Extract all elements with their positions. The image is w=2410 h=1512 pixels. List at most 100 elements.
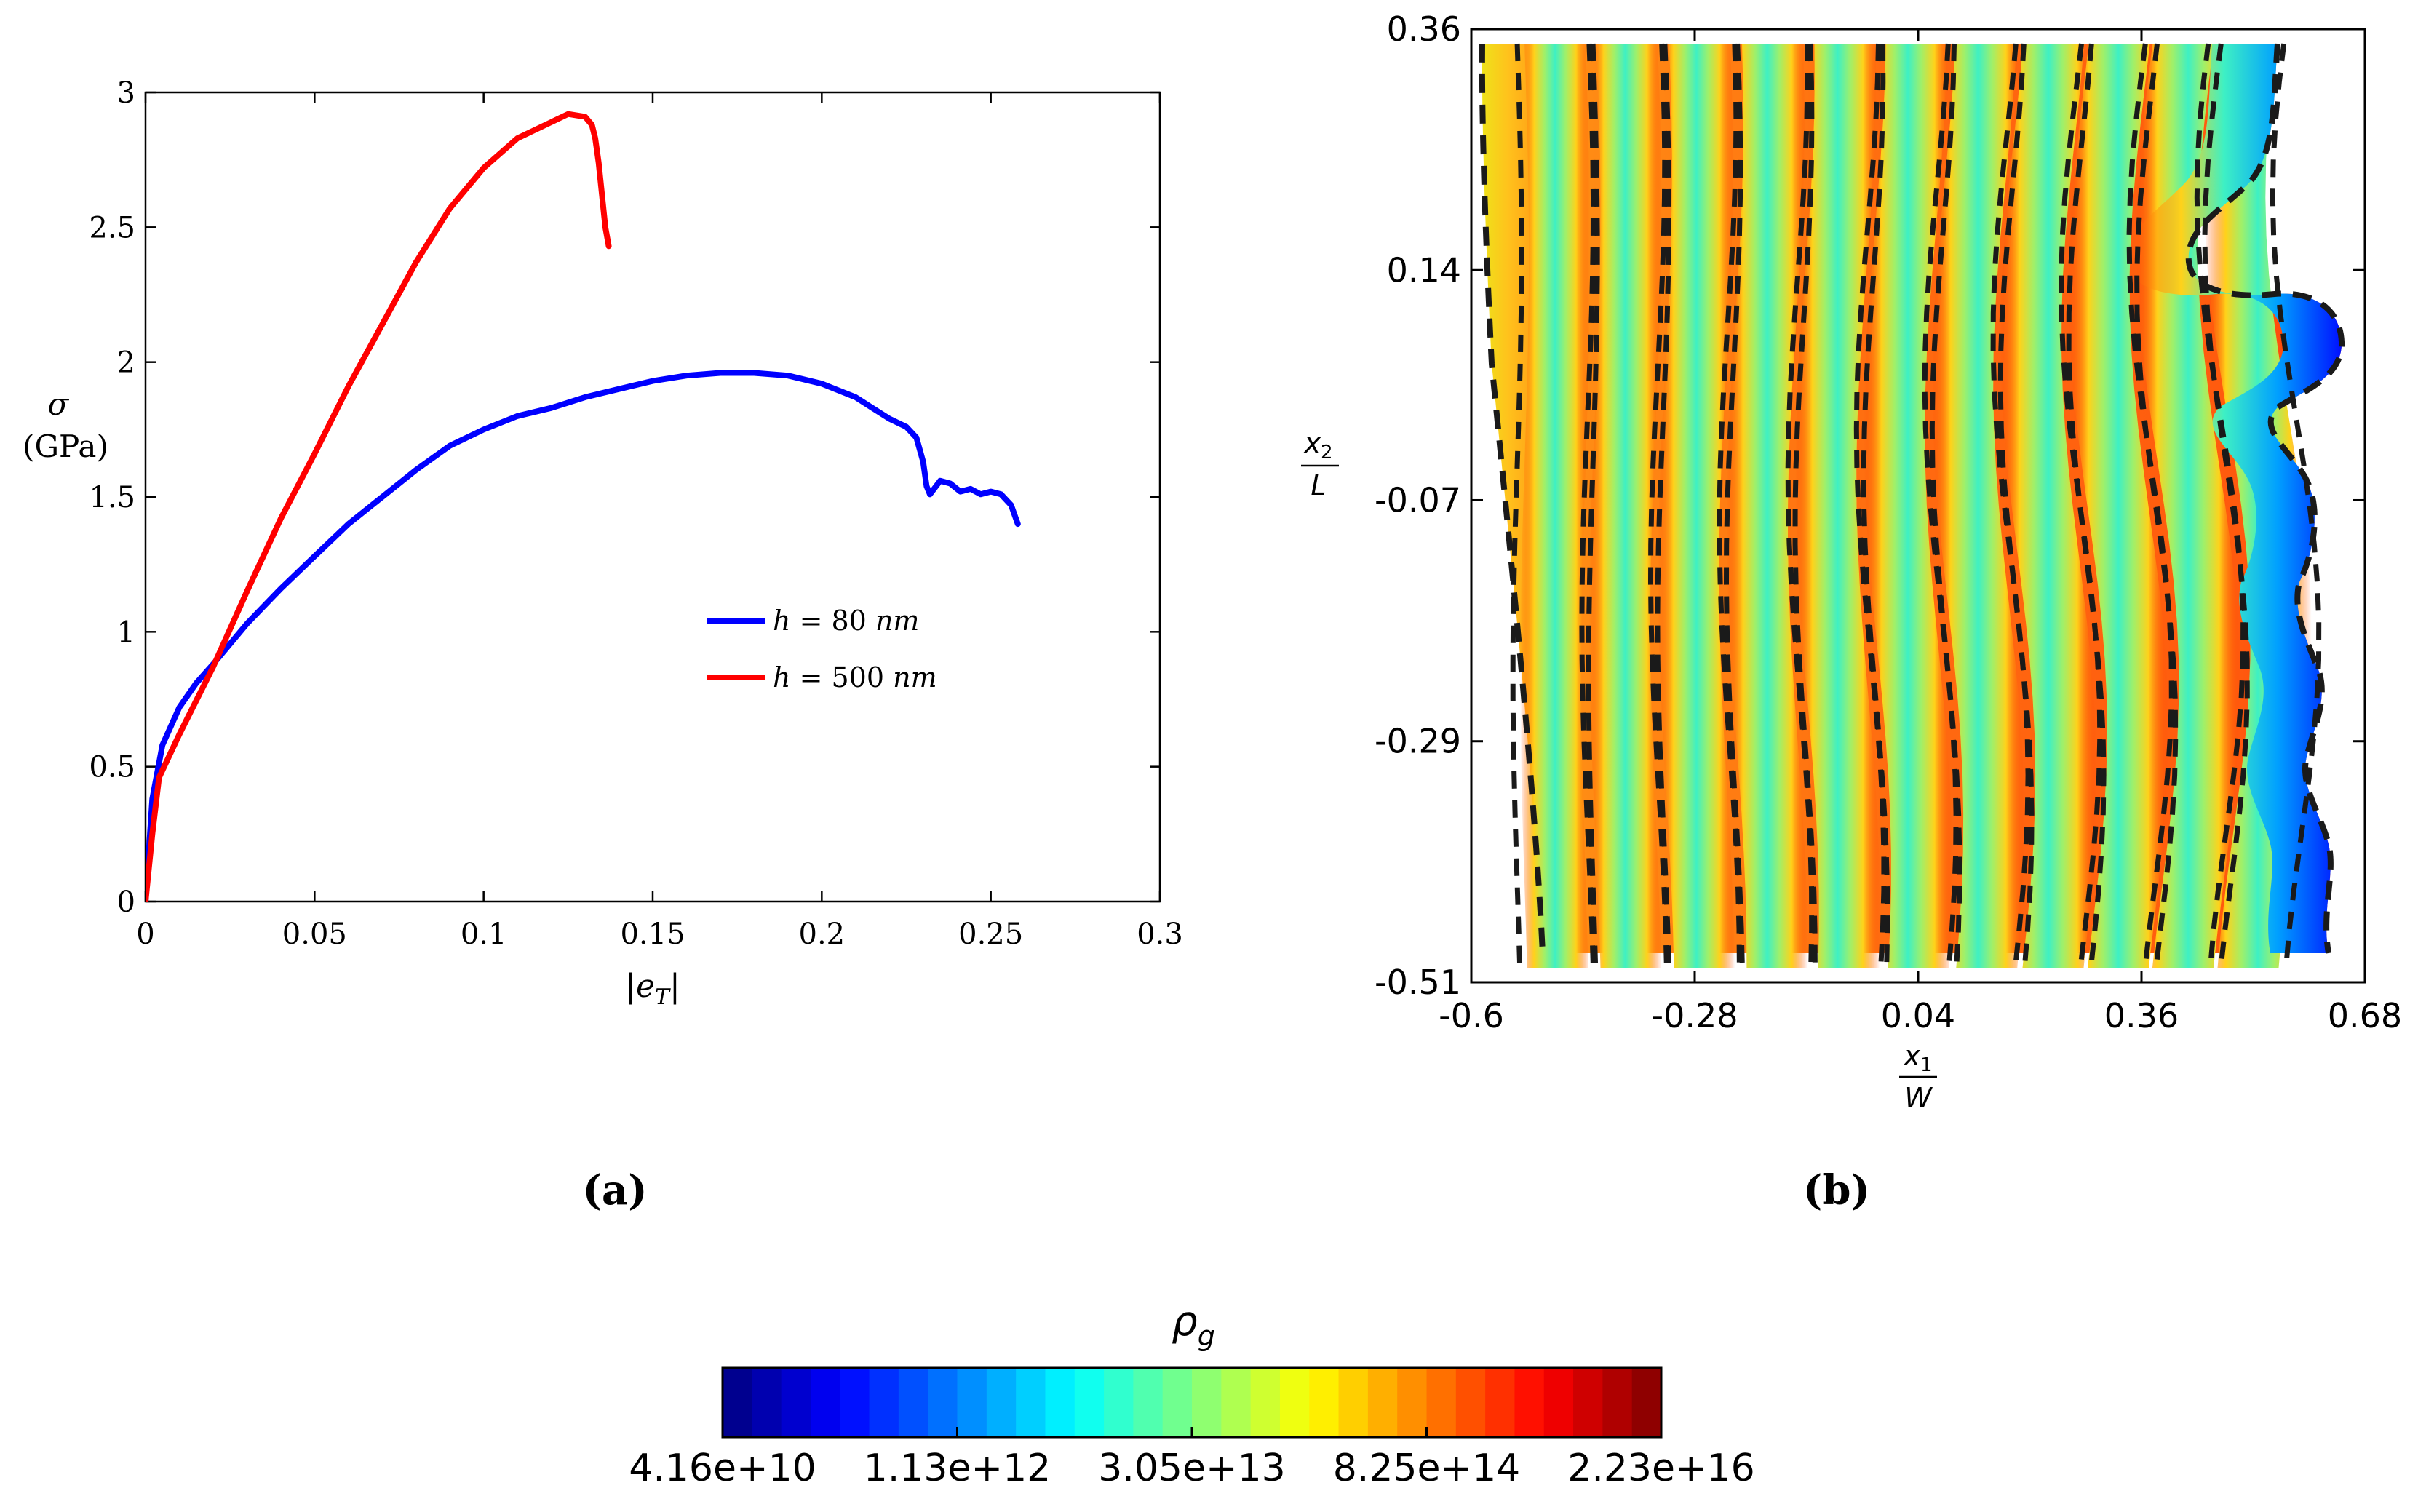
contour-line [1785,43,1815,968]
colorbar-cell [957,1368,987,1437]
density-band [1658,44,1735,968]
colorbar-cells [723,1368,1662,1437]
tick-labels-b: -0.6 -0.28 0.04 0.36 0.68 -0.51 -0.29 -0.07 0.14… [1375,9,2402,1035]
x-axis-label-b: x1 W [1899,1040,1937,1114]
x-tick-label-a: 0.2 [799,918,846,951]
colorbar-ticks: 4.16e+10 1.13e+12 3.05e+13 8.25e+14 2.23e+16 [629,1427,1755,1490]
y-axis-label-b: x2 L [1301,427,1339,501]
colorbar-cell [1514,1368,1545,1437]
colorbar-cell [781,1368,811,1437]
colorbar-cell [986,1368,1017,1437]
y-tick-label-a: 0.5 [89,751,135,784]
contour-line [1853,43,1887,968]
colorbar-cell [1426,1368,1457,1437]
contour-line [1586,43,1600,968]
contour-line [2194,43,2246,968]
y-tick-label-a: 3 [117,76,135,110]
colorbar-cell [1279,1368,1310,1437]
colorbar-cell [752,1368,782,1437]
y-tick-label-b: -0.29 [1375,722,1461,761]
x-tick-label-b: 0.04 [1881,996,1955,1035]
density-band [1588,44,1662,968]
colorbar-cell [1338,1368,1369,1437]
panel-label-b: (b) [1803,1166,1870,1214]
contour-line [1510,43,1524,968]
x-tick-label-a: 0.25 [958,918,1023,951]
contour-line [2126,43,2174,968]
colorbar-tick-label: 1.13e+12 [864,1447,1051,1490]
colorbar-cell [1367,1368,1398,1437]
colorbar-cell [1602,1368,1633,1437]
colorbar-cell [1309,1368,1340,1437]
colorbar: ρg 4.16e+10 1.13e+12 3.05e+13 8.25e+14 2.23e… [629,1298,1755,1490]
contour-line [1579,43,1596,968]
colorbar-cell [1631,1368,1662,1437]
x-tick-label-a: 0.05 [282,918,347,951]
colorbar-cell [1045,1368,1075,1437]
x-tick-label-a: 0.3 [1137,918,1183,951]
density-band [1727,44,1808,968]
svg-text:L: L [1311,469,1326,501]
ticks-b [1470,28,2366,984]
density-band [2068,44,2168,968]
contour-line [2202,43,2250,968]
field-plot-area [1479,43,2345,968]
y-tick-label-a: 0 [117,886,135,919]
contour-line [1647,43,1669,968]
density-band [2000,44,2097,968]
y-tick-label-b: -0.51 [1375,963,1461,1002]
density-field-map: -0.6 -0.28 0.04 0.36 0.68 -0.51 -0.29 -0.07 0.14… [1301,9,2402,1214]
ticks-a [144,91,1161,903]
colorbar-cell [869,1368,899,1437]
colorbar-cell [928,1368,958,1437]
colorbar-cell [1133,1368,1164,1437]
right-edge-boundary [2127,44,2342,953]
series-line-h80 [146,370,1021,902]
y-tick-label-b: 0.36 [1387,9,1461,49]
y-axis-unit-a: (GPa) [23,429,108,464]
colorbar-cell [1455,1368,1486,1437]
colorbar-cell [1543,1368,1574,1437]
svg-text:x2: x2 [1303,427,1332,463]
contour-line [2134,43,2179,968]
colorbar-label: ρg [1172,1298,1215,1352]
density-band [1864,44,1952,968]
density-band [1932,44,2025,968]
y-tick-label-a: 2 [117,346,135,380]
colorbar-cell [898,1368,928,1437]
svg-text:W: W [1904,1082,1933,1114]
y-tick-label-a: 1.5 [89,481,135,514]
y-tick-label-b: 0.14 [1387,250,1461,290]
x-tick-label-b: 0.36 [2104,996,2179,1035]
contour-line [2270,43,2322,968]
legend-label-h500: h = 500 nm [773,661,937,693]
y-tick-label-b: -0.07 [1375,480,1461,520]
colorbar-cell [1162,1368,1193,1437]
x-tick-label-b: 0.68 [2328,996,2402,1035]
y-tick-label-a: 2.5 [89,211,135,244]
colorbar-tick-label: 3.05e+13 [1098,1447,1286,1490]
colorbar-cell [810,1368,840,1437]
contour-line [1717,43,1742,968]
series-group-a [146,111,1021,902]
y-axis-label-a: σ [48,386,70,422]
contour-line [2059,43,2103,968]
density-band [1795,44,1880,968]
contour-line [1997,43,2035,968]
colorbar-cell [1074,1368,1105,1437]
right-boundary-contour [2185,43,2345,954]
svg-text:x1: x1 [1903,1040,1932,1076]
colorbar-tick-label: 2.23e+16 [1567,1447,1755,1490]
x-tick-label-a: 0.1 [461,918,507,951]
left-boundary-contour [1479,43,1546,954]
legend-label-h80: h = 80 nm [773,605,919,637]
density-band [1520,44,1591,968]
x-tick-label-b: -0.6 [1439,996,1504,1035]
colorbar-cell [1221,1368,1252,1437]
x-tick-label-a: 0.15 [620,918,685,951]
colorbar-tick-label: 8.25e+14 [1333,1447,1521,1490]
contour-line [1922,43,1959,968]
colorbar-cell [1397,1368,1428,1437]
x-tick-label-a: 0 [136,918,154,951]
colorbar-cell [1250,1368,1281,1437]
